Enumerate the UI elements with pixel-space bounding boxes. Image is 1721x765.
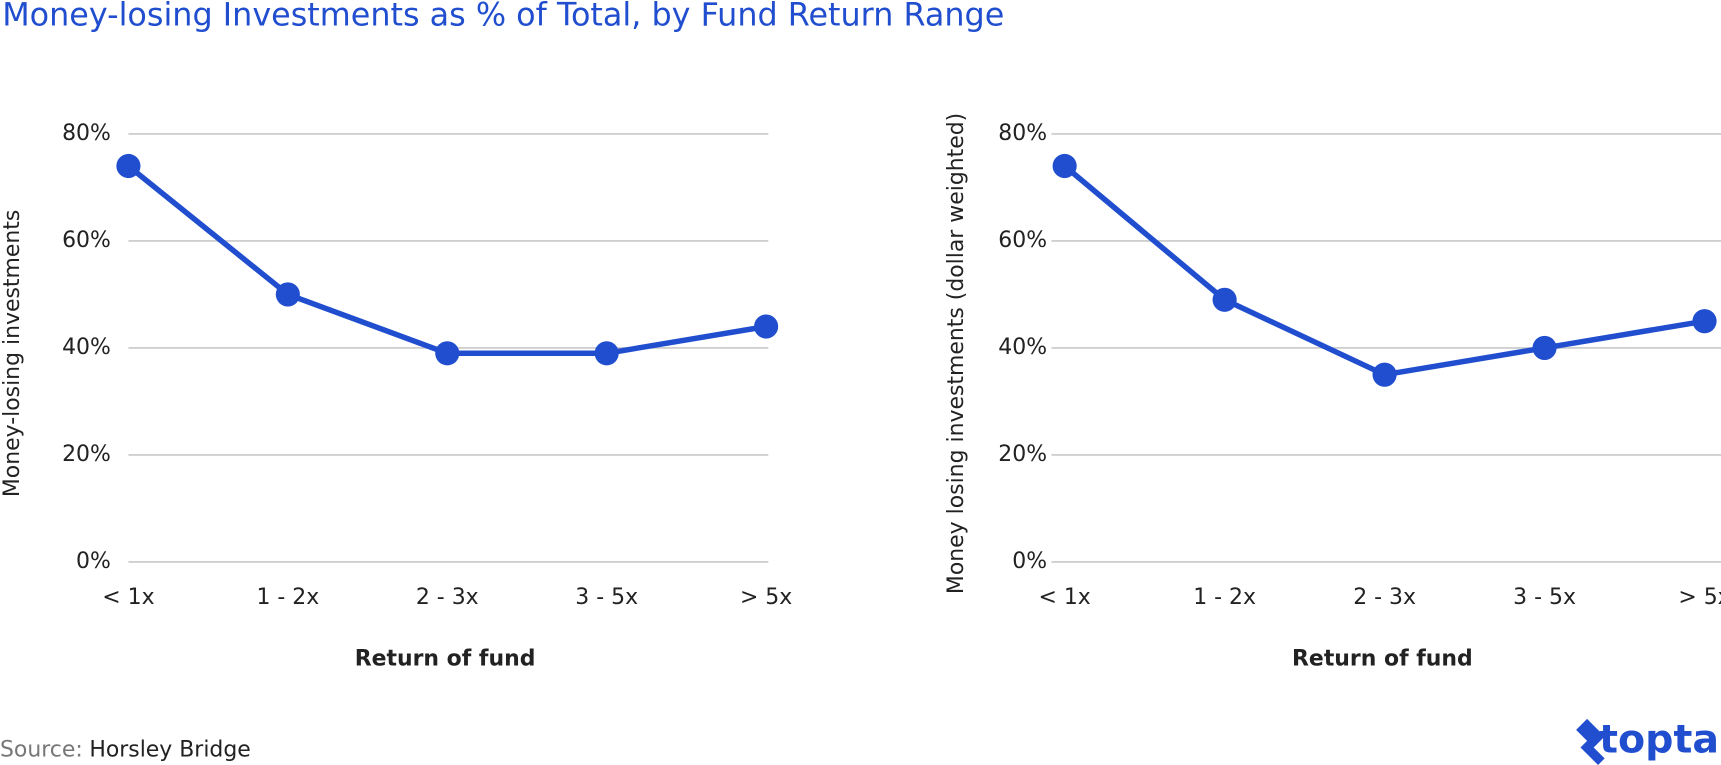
page-title: Money-losing Investments as % of Total, …: [2, 0, 1004, 33]
data-point: [594, 341, 619, 366]
y-tick-label: 80%: [62, 121, 111, 146]
x-tick-label: 2 - 3x: [416, 585, 479, 610]
y-tick-label: 40%: [62, 335, 111, 360]
y-tick-label: 80%: [998, 121, 1047, 146]
brand-name: toptal: [1599, 716, 1721, 762]
y-tick-label: 0%: [76, 549, 111, 574]
y-tick-label: 60%: [998, 228, 1047, 253]
y-axis-label: Money losing investments (dollar weighte…: [944, 113, 969, 594]
data-point: [1372, 362, 1397, 387]
y-tick-label: 40%: [998, 335, 1047, 360]
y-tick-label: 20%: [998, 442, 1047, 467]
source-value: Horsley Bridge: [89, 738, 250, 763]
data-point: [1212, 287, 1237, 312]
x-axis-label: Return of fund: [1292, 647, 1473, 672]
x-axis-label: Return of fund: [355, 647, 536, 672]
source: Source: Horsley Bridge: [0, 738, 251, 763]
source-label: Source:: [0, 738, 83, 763]
x-tick-label: < 1x: [102, 585, 154, 610]
series-line: [126, 163, 767, 357]
y-axis-label: Money-losing investments: [0, 210, 25, 497]
data-point: [1052, 153, 1077, 179]
x-tick-label: > 5x: [740, 585, 792, 610]
x-tick-label: 3 - 5x: [1513, 585, 1576, 610]
brand-icon: [1576, 718, 1605, 765]
brand-logo: toptal: [1576, 716, 1721, 765]
y-tick-label: 0%: [1012, 549, 1047, 574]
data-point: [116, 153, 141, 179]
y-tick-label: 60%: [62, 228, 111, 253]
data-point: [1692, 309, 1717, 334]
x-tick-label: 1 - 2x: [256, 585, 319, 610]
data-point: [435, 341, 460, 366]
x-tick-label: 1 - 2x: [1193, 585, 1256, 610]
x-tick-label: 3 - 5x: [575, 585, 638, 610]
x-tick-label: < 1x: [1038, 585, 1090, 610]
data-point: [754, 314, 779, 339]
series-line: [1062, 163, 1705, 378]
x-tick-label: > 5x: [1678, 585, 1721, 610]
data-point: [1532, 335, 1557, 360]
x-tick-label: 2 - 3x: [1353, 585, 1416, 610]
y-tick-label: 20%: [62, 442, 111, 467]
data-point: [275, 282, 300, 307]
